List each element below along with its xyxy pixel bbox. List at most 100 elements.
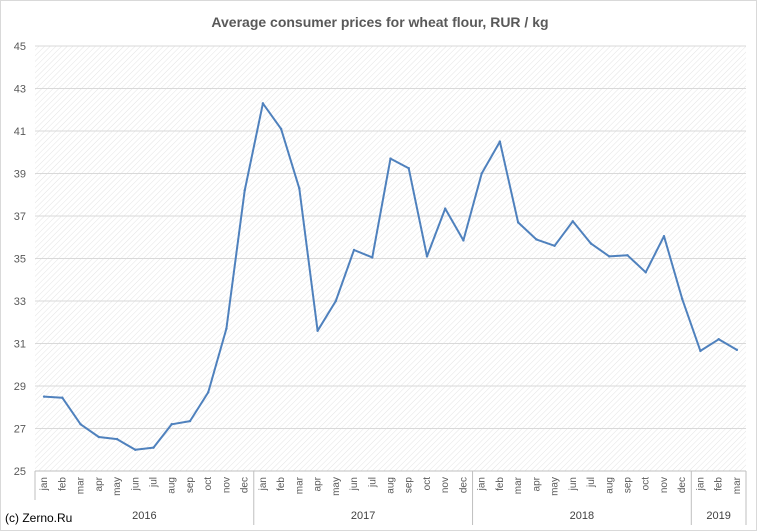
- data-point: [535, 238, 538, 241]
- data-point: [79, 423, 82, 426]
- year-label: 2016: [132, 510, 156, 522]
- gridlines: [35, 45, 746, 472]
- data-point: [608, 255, 611, 258]
- data-point: [97, 435, 101, 439]
- data-point: [115, 437, 119, 441]
- data-point: [225, 327, 228, 330]
- data-point: [152, 446, 155, 449]
- data-point: [188, 419, 192, 423]
- y-tick-label: 29: [14, 381, 26, 393]
- data-point: [462, 239, 465, 242]
- x-tick-label: jul: [149, 477, 160, 488]
- series-group: [42, 102, 739, 451]
- data-point: [443, 207, 447, 210]
- x-tick-label: dec: [677, 477, 688, 493]
- x-tick-label: feb: [276, 477, 287, 491]
- x-tick-label: oct: [422, 477, 433, 491]
- data-point: [662, 234, 666, 238]
- y-axis-ticks: 25 27 29 31 33 35 37 39 41 43 45: [14, 41, 26, 478]
- data-point: [571, 220, 575, 223]
- x-tick-label: nov: [659, 477, 670, 493]
- x-tick-label: apr: [313, 476, 324, 491]
- y-tick-label: 41: [14, 126, 26, 138]
- data-point: [407, 166, 410, 170]
- y-tick-label: 31: [14, 339, 26, 351]
- x-tick-label: sep: [185, 477, 196, 494]
- x-tick-label: dec: [240, 477, 251, 493]
- y-tick-label: 35: [14, 254, 26, 266]
- y-tick-label: 43: [14, 84, 26, 96]
- data-point: [553, 244, 556, 247]
- data-point: [371, 256, 374, 259]
- x-tick-label: nov: [221, 477, 232, 493]
- data-point: [61, 396, 64, 399]
- y-tick-label: 27: [14, 424, 26, 436]
- x-tick-label: nov: [440, 477, 451, 493]
- y-tick-label: 33: [14, 296, 26, 308]
- x-tick-label: jun: [349, 477, 360, 491]
- data-point: [589, 242, 593, 245]
- x-tick-label: feb: [495, 477, 506, 491]
- data-point: [134, 448, 137, 451]
- data-point: [480, 172, 483, 175]
- data-point: [717, 338, 720, 341]
- data-point: [735, 348, 739, 352]
- x-tick-label: jun: [568, 477, 579, 491]
- data-point: [261, 102, 265, 105]
- x-tick-label: jun: [130, 477, 141, 491]
- x-tick-label: apr: [531, 476, 542, 491]
- x-tick-label: mar: [294, 476, 305, 494]
- x-tick-label: mar: [513, 476, 524, 494]
- x-tick-label: mar: [76, 476, 87, 494]
- x-tick-label: oct: [641, 477, 652, 491]
- data-point: [389, 157, 392, 160]
- year-label: 2018: [570, 510, 594, 522]
- data-point: [316, 329, 319, 332]
- data-point: [425, 255, 429, 258]
- x-tick-label: dec: [458, 477, 469, 493]
- x-tick-label: mar: [732, 476, 743, 494]
- data-point: [626, 254, 629, 257]
- data-point: [352, 248, 356, 252]
- data-point: [644, 271, 647, 274]
- data-point: [516, 221, 520, 224]
- data-point: [170, 423, 173, 426]
- x-tick-label: may: [331, 477, 342, 496]
- chart-title: Average consumer prices for wheat flour,…: [211, 14, 548, 30]
- x-tick-label: jan: [39, 477, 50, 491]
- data-point: [206, 391, 210, 394]
- data-point: [42, 395, 46, 398]
- x-tick-label: aug: [604, 477, 615, 494]
- y-tick-label: 25: [14, 466, 26, 478]
- year-label: 2019: [706, 510, 730, 522]
- x-axis: jan feb mar apr may jun jul aug sep oct nov dec jan f…: [34, 470, 747, 525]
- x-tick-label: jan: [695, 477, 706, 491]
- x-tick-label: jan: [477, 477, 488, 491]
- y-tick-label: 45: [14, 41, 26, 53]
- x-tick-label: feb: [714, 477, 725, 491]
- data-point: [243, 189, 246, 192]
- y-tick-label: 39: [14, 169, 26, 181]
- data-point: [699, 349, 702, 353]
- data-point: [279, 127, 283, 131]
- y-tick-label: 37: [14, 211, 26, 223]
- x-tick-label: jan: [258, 477, 269, 491]
- data-point: [498, 140, 502, 143]
- x-tick-label: sep: [623, 477, 634, 494]
- x-tick-label: oct: [203, 477, 214, 491]
- x-tick-label: aug: [167, 477, 178, 494]
- x-tick-label: jul: [367, 477, 378, 488]
- data-point: [334, 299, 338, 303]
- x-tick-label: sep: [404, 477, 415, 494]
- credit-label: (c) Zerno.Ru: [5, 511, 72, 525]
- year-label: 2017: [351, 510, 375, 522]
- x-tick-label: may: [550, 477, 561, 496]
- data-point: [298, 187, 301, 190]
- data-point: [680, 297, 684, 301]
- x-tick-label: aug: [386, 477, 397, 494]
- x-tick-label: apr: [94, 476, 105, 491]
- x-tick-label: jul: [586, 477, 597, 488]
- x-tick-label: may: [112, 477, 123, 496]
- x-tick-label: feb: [57, 477, 68, 491]
